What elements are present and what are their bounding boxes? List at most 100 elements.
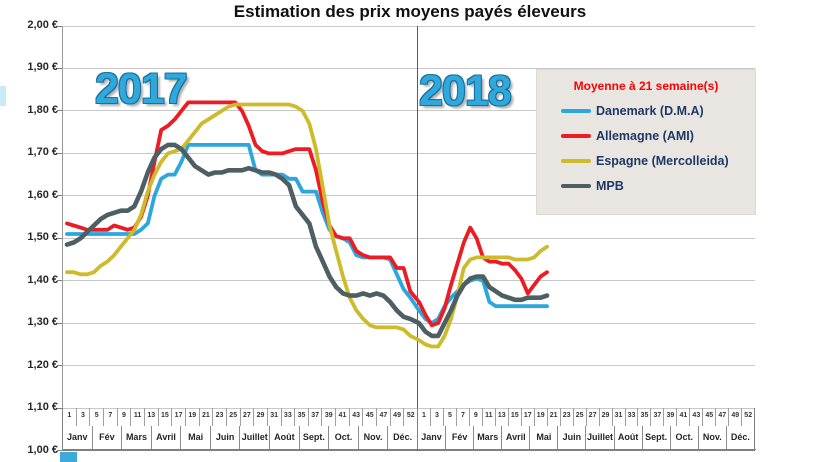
gridline [62, 110, 755, 112]
week-tick-label: 11 [483, 408, 496, 426]
week-tick-label: 1 [63, 408, 77, 426]
week-tick-label: 45 [703, 408, 717, 426]
week-tick-label: 17 [522, 408, 535, 426]
week-tick-label: 7 [457, 408, 470, 426]
series-line-allemagne-ami [65, 100, 549, 328]
gridline [62, 67, 755, 69]
week-tick-label: 19 [186, 408, 200, 426]
week-tick-label: 37 [651, 408, 665, 426]
month-label: Mai [530, 426, 559, 449]
week-tick-label: 21 [200, 408, 214, 426]
artifact-fragment [60, 452, 77, 462]
gridline [62, 322, 755, 324]
week-number-row: 1 3 5 7 9 11 13 15 17 19 21 23 25 27 29 31 33 35 37 39 41 43 4… [418, 408, 754, 426]
x-axis-year-group-2017: 1 3 5 7 9 11 13 15 17 19 21 23 25 27 29 31 33 35 37 39 41 43 4… [62, 408, 417, 449]
month-label: Nov. [359, 426, 389, 449]
y-axis-tick-label: 1,90 € [27, 61, 58, 74]
week-tick-label: 7 [104, 408, 118, 426]
week-tick-label: 13 [145, 408, 159, 426]
month-label: Fév [93, 426, 123, 449]
chart-title: Estimation des prix moyens payés éleveur… [233, 2, 587, 21]
week-tick-label: 9 [118, 408, 132, 426]
month-label: Juillet [586, 426, 615, 449]
month-label: Sept. [643, 426, 671, 449]
month-label: Mai [181, 426, 211, 449]
legend-item-allemagne: Allemagne (AMI) [561, 129, 755, 143]
legend-label-espagne: Espagne (Mercolleida) [596, 154, 729, 168]
year-divider-line [417, 26, 418, 451]
week-tick-label: 52 [406, 412, 415, 419]
month-label: Août [270, 426, 300, 449]
week-number-row: 1 3 5 7 9 11 13 15 17 19 21 23 25 27 29 31 33 35 37 39 41 43 4… [63, 408, 417, 426]
legend-label-allemagne: Allemagne (AMI) [596, 129, 694, 143]
month-label: Mars [122, 426, 152, 449]
legend-swatch-danemark-icon [561, 109, 591, 113]
y-axis-tick-label: 1,30 € [27, 316, 58, 329]
week-tick-label: 19 [535, 408, 548, 426]
week-tick-label: 47 [377, 408, 391, 426]
y-axis-tick-label: 1,70 € [27, 146, 58, 159]
year-label-2018: 2018 [419, 67, 512, 115]
legend: Moyenne à 21 semaine(s) Danemark (D.M.A)… [536, 69, 756, 215]
month-label: Janv [63, 426, 93, 449]
month-label: Juin [558, 426, 587, 449]
y-axis-tick-label: 1,20 € [27, 358, 58, 371]
week-tick-label: 35 [295, 408, 309, 426]
week-tick-label: 27 [241, 408, 255, 426]
y-tick-mark [57, 110, 62, 112]
week-tick-label: 33 [282, 408, 296, 426]
y-axis-tick-label: 1,80 € [27, 103, 58, 116]
y-tick-mark [57, 365, 62, 367]
week-tick-label: 3 [77, 408, 91, 426]
week-tick-label: 11 [131, 408, 145, 426]
year-label-2017: 2017 [95, 65, 188, 113]
legend-swatch-allemagne-icon [561, 134, 591, 138]
y-tick-mark [57, 25, 62, 27]
legend-item-mpb: MPB [561, 179, 755, 193]
month-label: Juin [211, 426, 241, 449]
week-tick-label: 52 [744, 412, 753, 419]
y-tick-mark [57, 280, 62, 282]
y-axis-line [62, 26, 63, 451]
legend-item-espagne: Espagne (Mercolleida) [561, 154, 755, 168]
legend-item-danemark: Danemark (D.M.A) [561, 104, 755, 118]
series-line-mpb [64, 142, 550, 339]
week-tick-label: 21 [548, 408, 561, 426]
legend-swatch-mpb-icon [561, 184, 591, 188]
week-tick-label: 25 [227, 408, 241, 426]
month-label: Fév [446, 426, 475, 449]
gridline [62, 407, 755, 409]
week-tick-label: 3 [431, 408, 444, 426]
week-tick-label: 37 [309, 408, 323, 426]
legend-label-danemark: Danemark (D.M.A) [596, 104, 704, 118]
month-label: Nov. [699, 426, 727, 449]
y-axis-tick-label: 2,00 € [27, 19, 58, 31]
week-tick-label: 27 [587, 408, 600, 426]
month-label: Août [615, 426, 643, 449]
x-axis-year-group-2018: 1 3 5 7 9 11 13 15 17 19 21 23 25 27 29 31 33 35 37 39 41 43 4… [417, 408, 755, 449]
month-label: Mars [474, 426, 503, 449]
gridline [62, 365, 755, 367]
month-label: Janv [418, 426, 447, 449]
week-tick-label: 29 [254, 408, 268, 426]
week-tick-label: 17 [172, 408, 186, 426]
week-tick-label: 29 [600, 408, 613, 426]
month-row: Janv Fév Mars Avril Mai Juin Juillet Août Sept. O… [63, 426, 417, 449]
y-tick-mark [57, 195, 62, 197]
week-tick-label: 35 [638, 408, 652, 426]
week-tick-label: 31 [268, 408, 282, 426]
y-tick-mark [57, 322, 62, 324]
y-tick-mark [57, 67, 62, 69]
month-label: Déc. [393, 432, 413, 442]
week-tick-label: 15 [159, 408, 173, 426]
gridline [62, 450, 755, 451]
y-tick-mark [57, 450, 62, 451]
series-line-espagne-mercolleida [65, 102, 549, 349]
y-tick-mark [57, 237, 62, 239]
month-label: Avril [152, 426, 182, 449]
week-tick-label: 49 [729, 408, 743, 426]
week-tick-label: 49 [391, 408, 405, 426]
week-tick-label: 33 [626, 408, 639, 426]
week-tick-label: 5 [90, 408, 104, 426]
